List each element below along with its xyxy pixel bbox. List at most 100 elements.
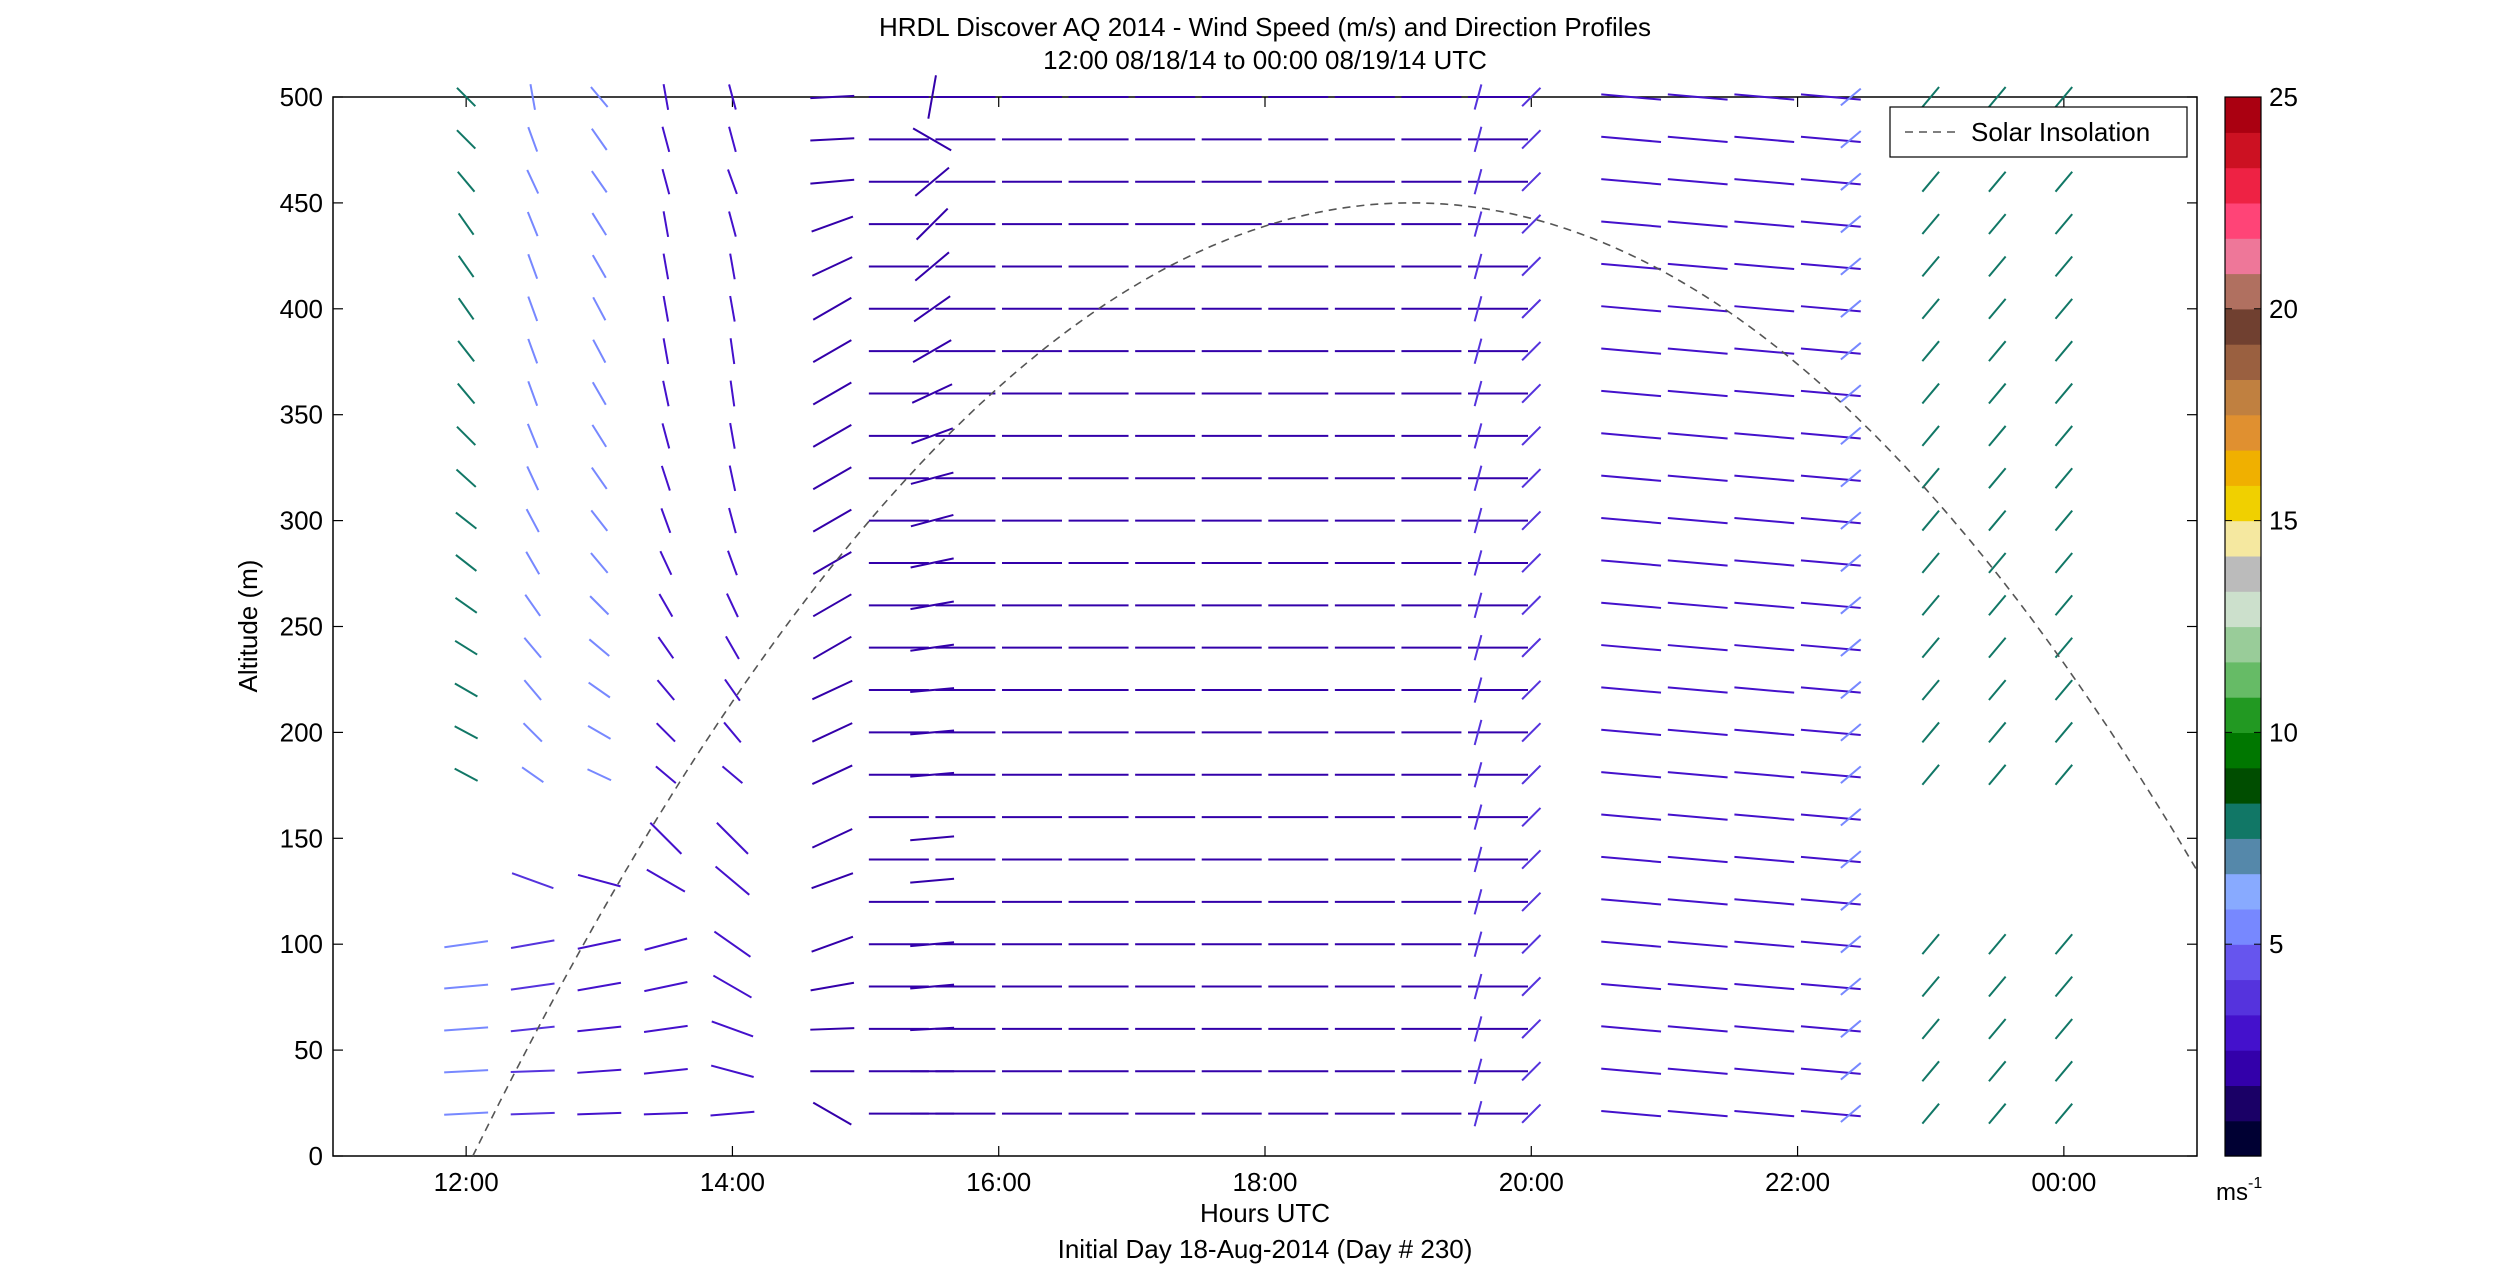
wind-vector — [1601, 559, 1662, 567]
wind-vector — [2054, 1103, 2073, 1125]
wind-vector — [2054, 255, 2073, 278]
wind-vector — [577, 938, 622, 950]
wind-vector — [1601, 474, 1662, 482]
wind-vector — [1921, 637, 1940, 659]
wind-vector — [1988, 679, 2007, 701]
wind-vector — [1840, 1062, 1862, 1081]
wind-vector — [1800, 982, 1861, 991]
wind-vectors — [444, 75, 2073, 1127]
wind-vector — [811, 764, 853, 785]
colorbar-swatch — [2225, 697, 2261, 733]
wind-vector — [1988, 467, 2007, 489]
wind-vector — [811, 872, 854, 890]
wind-vector — [1988, 171, 2007, 193]
wind-vector — [1734, 771, 1795, 779]
wind-vector — [658, 593, 674, 618]
wind-vector — [710, 1064, 754, 1078]
wind-vector — [660, 465, 671, 491]
wind-vector — [1840, 765, 1862, 784]
wind-vector — [1521, 595, 1542, 616]
wind-vector — [811, 828, 853, 849]
colorbar-swatch — [2225, 97, 2261, 133]
wind-vector — [1667, 686, 1728, 694]
wind-vector — [1601, 644, 1662, 652]
wind-vector — [1667, 432, 1728, 440]
wind-vector — [662, 211, 670, 238]
wind-vector — [1521, 976, 1542, 997]
wind-vector — [1667, 728, 1728, 737]
wind-vector — [727, 169, 738, 195]
wind-vector — [444, 1069, 489, 1074]
wind-vector — [2054, 552, 2073, 574]
wind-vector — [1734, 305, 1795, 313]
wind-vector — [726, 593, 739, 618]
wind-vector — [1473, 423, 1483, 449]
wind-vector — [1473, 1100, 1483, 1127]
wind-vector — [1840, 511, 1862, 530]
wind-vector — [1601, 728, 1662, 737]
wind-vector — [1473, 677, 1483, 703]
colorbar-swatch — [2225, 767, 2261, 804]
wind-vector — [1921, 213, 1940, 235]
colorbar-swatch — [2225, 414, 2261, 451]
wind-vector — [1921, 1018, 1940, 1040]
wind-vector — [577, 981, 622, 992]
colorbar-swatch — [2225, 273, 2261, 310]
wind-vector — [661, 423, 671, 449]
wind-vector — [1921, 721, 1940, 744]
wind-vector — [577, 874, 621, 888]
wind-vector — [662, 84, 670, 110]
wind-vector — [1473, 634, 1483, 661]
wind-vector — [1601, 347, 1662, 355]
wind-vector — [1521, 1019, 1542, 1039]
wind-vector — [1840, 680, 1862, 700]
wind-vector — [1988, 637, 2007, 659]
wind-vector — [729, 422, 736, 449]
wind-vector — [1601, 220, 1662, 228]
wind-vector — [1734, 1110, 1795, 1118]
wind-vector — [1601, 855, 1662, 864]
wind-vector — [590, 552, 609, 574]
wind-vector — [910, 771, 955, 778]
wind-vector — [511, 872, 554, 890]
wind-vector — [1473, 507, 1483, 534]
x-tick-label: 12:00 — [434, 1167, 499, 1197]
wind-vector — [590, 86, 609, 108]
wind-vector — [812, 339, 852, 364]
wind-vector — [587, 768, 612, 782]
wind-vector — [662, 338, 670, 365]
colorbar: 5 10 15 20 25 — [2225, 82, 2298, 1157]
wind-vector — [1734, 474, 1795, 482]
wind-vector — [457, 297, 475, 321]
wind-vector — [812, 635, 852, 660]
wind-vector — [1800, 305, 1861, 313]
wind-vector — [915, 207, 949, 241]
colorbar-swatch — [2225, 132, 2261, 169]
wind-vector — [1473, 168, 1483, 195]
wind-vector — [2054, 86, 2073, 108]
wind-vector — [2054, 764, 2073, 786]
wind-vector — [588, 681, 611, 699]
wind-vector — [1521, 637, 1542, 658]
colorbar-swatch — [2225, 520, 2261, 557]
wind-vector — [1921, 425, 1940, 447]
wind-vector — [1601, 898, 1662, 906]
wind-vector — [660, 508, 672, 534]
wind-vector — [455, 468, 477, 488]
wind-vector — [1734, 178, 1795, 186]
wind-vector — [1473, 338, 1483, 364]
wind-vector — [910, 557, 954, 569]
colorbar-swatch — [2225, 555, 2261, 592]
wind-vector — [457, 382, 476, 405]
wind-vector — [1734, 644, 1795, 652]
wind-vector — [910, 471, 954, 485]
wind-vector — [454, 682, 478, 698]
wind-vector — [1921, 679, 1940, 701]
wind-vector — [521, 766, 544, 784]
wind-vector — [577, 1111, 622, 1116]
wind-vector — [1473, 889, 1483, 915]
wind-vector — [728, 211, 737, 237]
wind-vector — [1840, 87, 1862, 107]
wind-vector — [1988, 298, 2007, 320]
colorbar-swatch — [2225, 944, 2261, 981]
